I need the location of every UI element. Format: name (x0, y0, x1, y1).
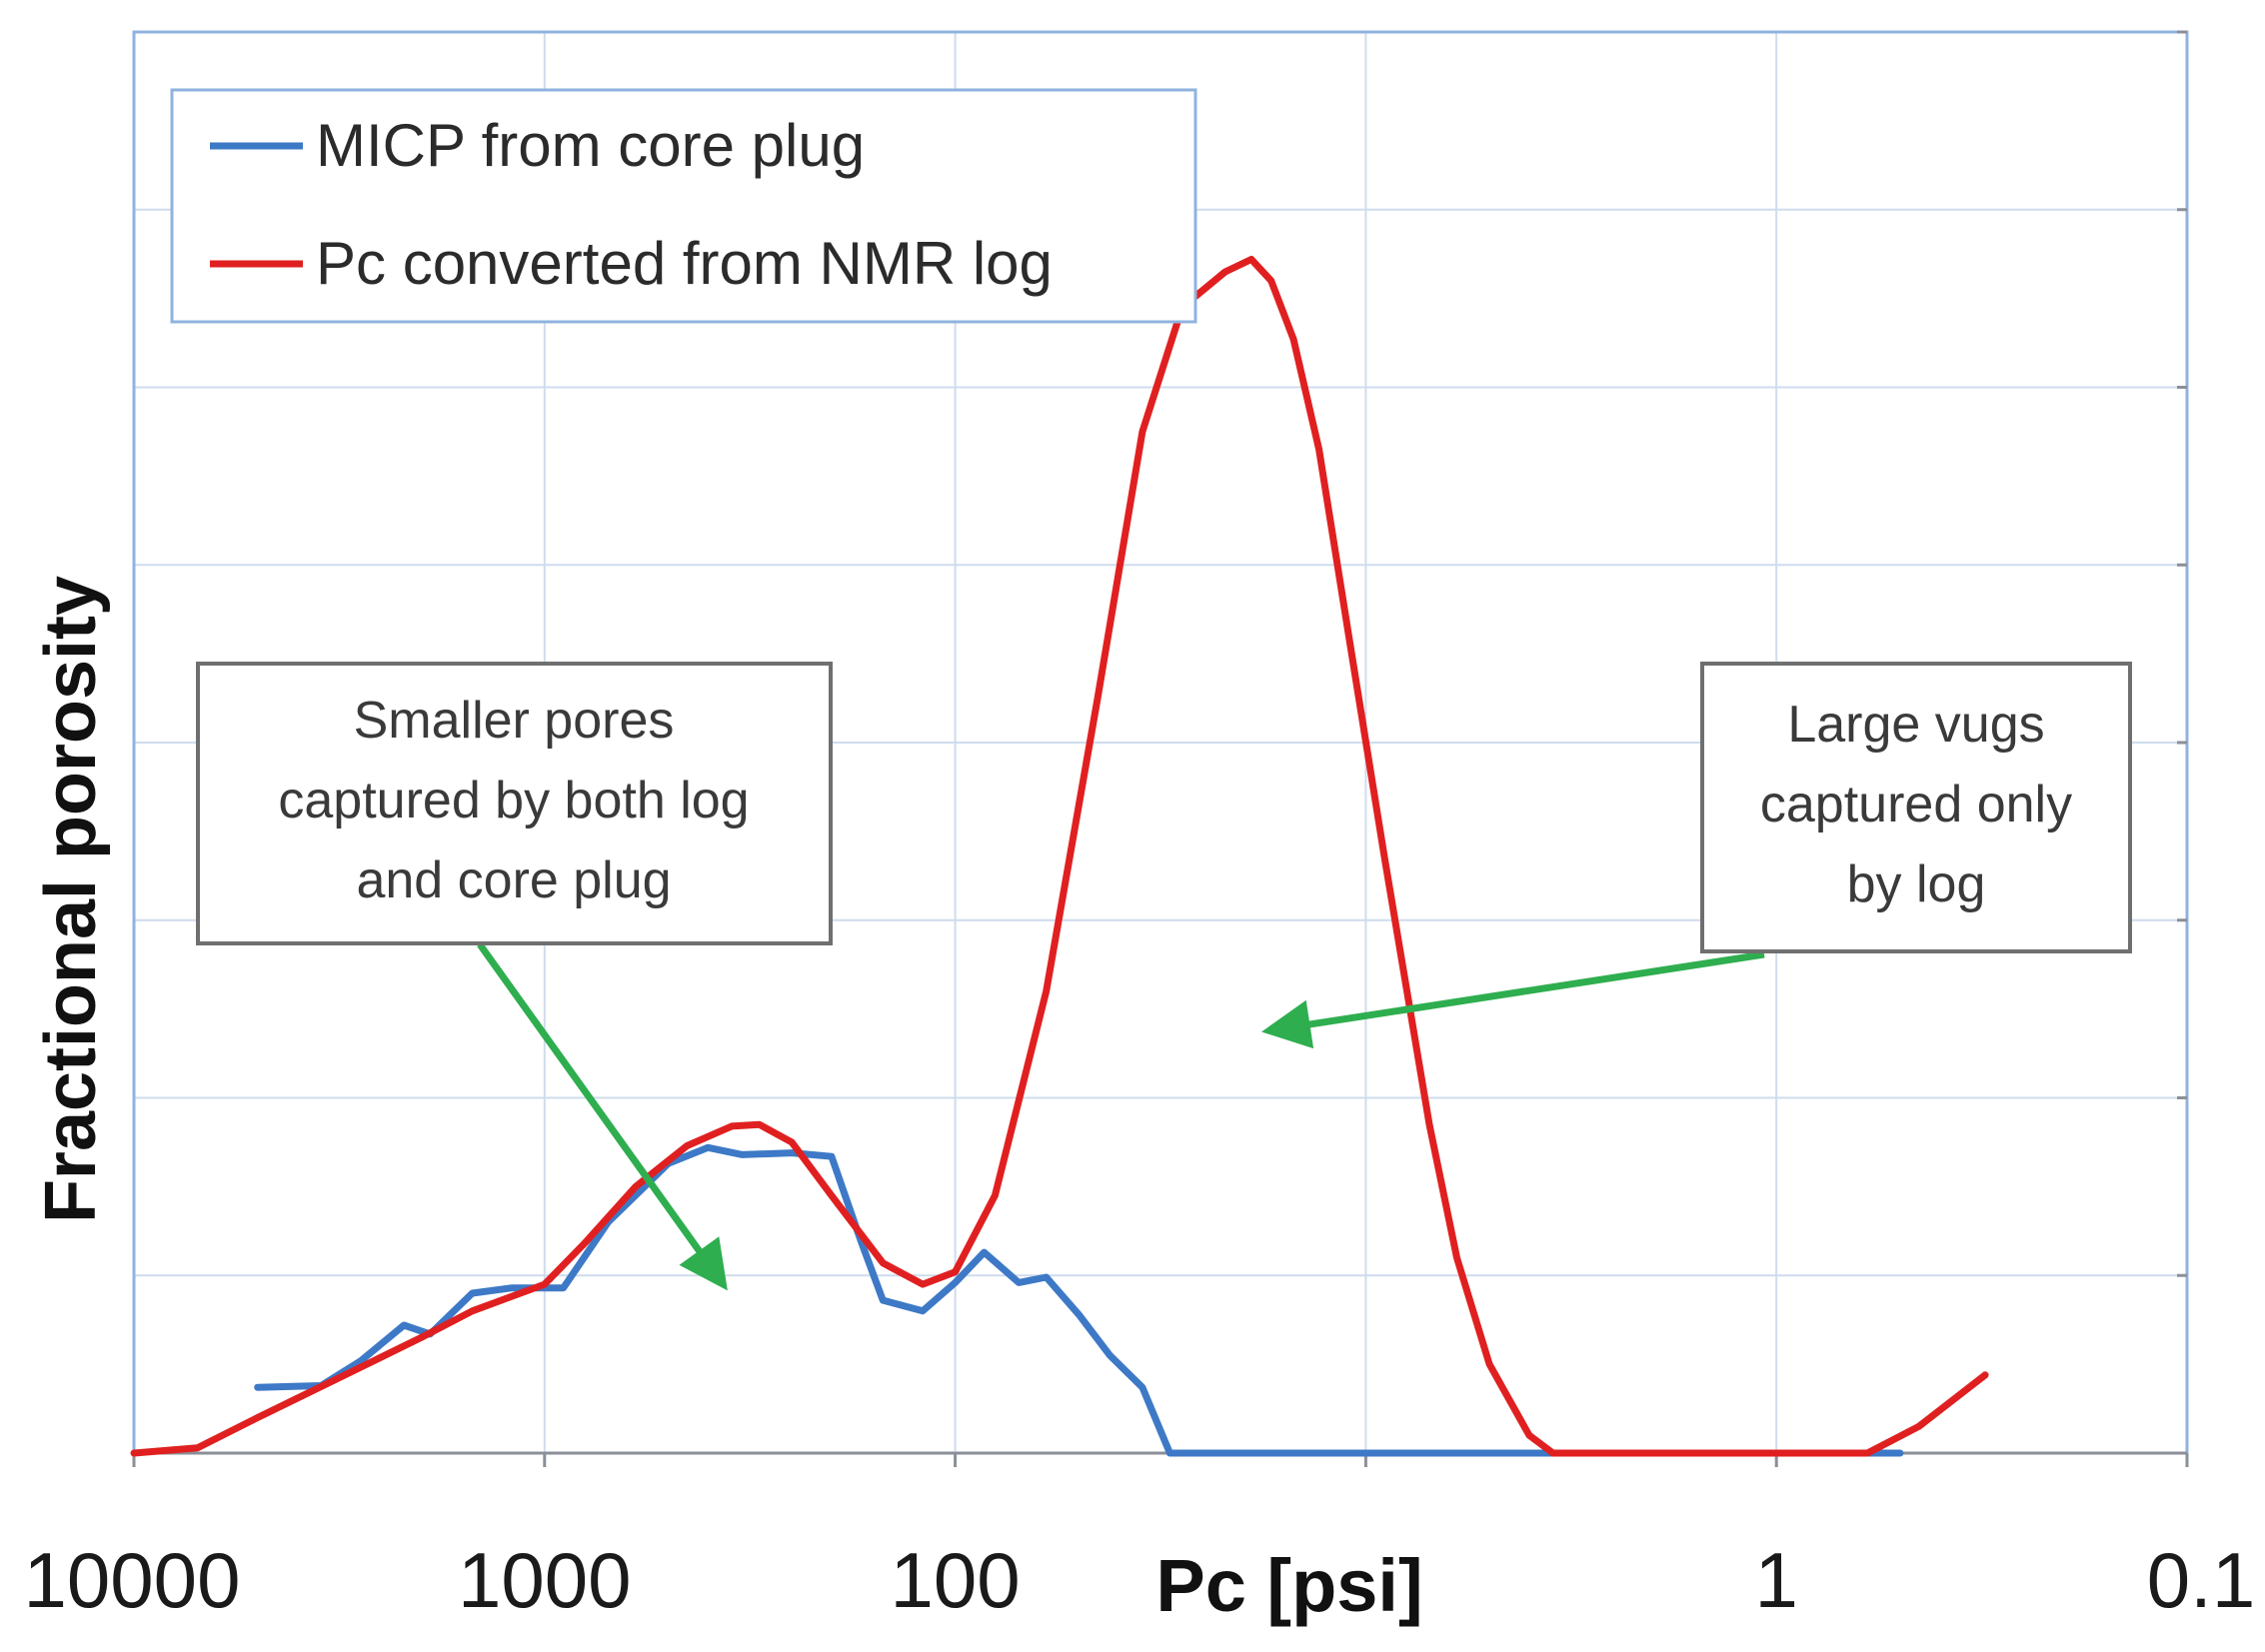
annotation-box-large-vugs (1700, 662, 2132, 953)
annotation-smaller-pores: Smaller pores captured by both log and c… (196, 662, 833, 1291)
y-ticks (2177, 30, 2187, 1277)
x-tick-label: 100 (891, 1536, 1021, 1624)
x-tick-labels: 10000 1000 100 1 0.1 (24, 1536, 2256, 1624)
annotation-line: Large vugs (1787, 696, 2044, 754)
annotation-large-vugs: Large vugs captured only by log (1261, 662, 2132, 1049)
x-tick-label: 0.1 (2147, 1536, 2255, 1624)
x-tick-label: 1000 (458, 1536, 632, 1624)
annotation-line: Smaller pores (354, 692, 675, 750)
x-tick-label: 1 (1755, 1536, 1798, 1624)
legend: MICP from core plug Pc converted from NM… (170, 88, 1197, 324)
annotation-line: by log (1847, 855, 1986, 913)
legend-label-nmr: Pc converted from NMR log (316, 230, 1053, 297)
annotation-line: captured by both log (278, 772, 749, 829)
legend-box (170, 88, 1197, 324)
y-axis-title: Fractional porosity (31, 576, 111, 1223)
annotation-line: captured only (1760, 776, 2072, 833)
x-axis-title: Pc [psi] (1155, 1544, 1422, 1627)
annotation-box-smaller-pores (196, 662, 833, 945)
legend-label-micp: MICP from core plug (316, 112, 865, 179)
annotation-arrow-smaller-pores (477, 941, 728, 1291)
annotation-arrow-large-vugs (1261, 950, 1765, 1049)
x-tick-label: 10000 (24, 1536, 241, 1624)
annotation-line: and core plug (356, 851, 671, 909)
series-line-micp (254, 1143, 1904, 1457)
